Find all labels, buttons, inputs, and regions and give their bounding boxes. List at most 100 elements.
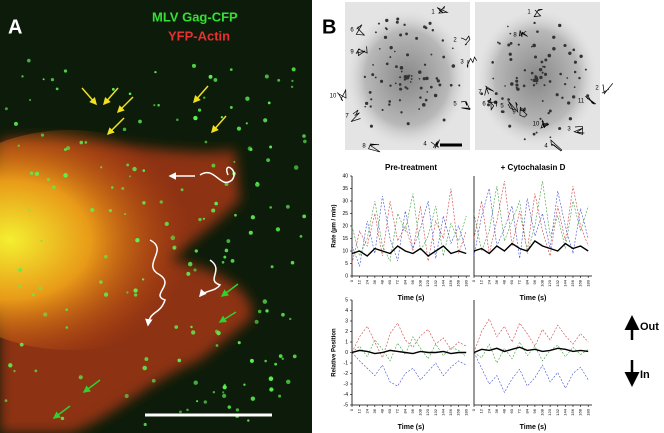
x-tick-label: 108 xyxy=(540,279,545,286)
punctum xyxy=(532,78,536,83)
punctum xyxy=(399,66,404,70)
track-label: 7 xyxy=(345,114,349,120)
punctum xyxy=(385,18,389,23)
punctum xyxy=(549,136,552,139)
punctum xyxy=(404,86,407,89)
arrow xyxy=(82,379,101,393)
series-line xyxy=(473,180,589,254)
punctum xyxy=(66,146,71,151)
series-line xyxy=(473,180,589,257)
track-label: 2 xyxy=(453,38,457,44)
punctum xyxy=(541,71,544,74)
punctum xyxy=(418,70,422,74)
punctum xyxy=(42,78,45,81)
punctum xyxy=(208,74,213,79)
x-tick-label: 180 xyxy=(585,408,590,415)
track xyxy=(355,24,366,36)
track xyxy=(350,109,361,122)
chart-title: Pre-treatment xyxy=(385,163,437,172)
punctum xyxy=(535,131,538,134)
punctum xyxy=(395,20,399,24)
punctum xyxy=(507,98,510,101)
x-tick-label: 12 xyxy=(479,279,484,284)
punctum xyxy=(436,79,440,83)
x-tick-label: 72 xyxy=(395,279,400,284)
punctum xyxy=(291,79,294,82)
arrow xyxy=(211,115,227,134)
punctum xyxy=(153,104,156,107)
punctum xyxy=(19,342,24,347)
punctum xyxy=(535,79,539,83)
punctum xyxy=(179,410,182,414)
track xyxy=(518,30,528,37)
punctum xyxy=(559,72,562,76)
punctum xyxy=(198,217,202,222)
x-tick-label: 156 xyxy=(448,279,453,286)
punctum xyxy=(509,57,513,61)
punctum xyxy=(108,208,113,213)
punctum xyxy=(84,141,88,144)
punctum xyxy=(532,132,536,136)
x-tick-label: 120 xyxy=(425,279,430,286)
punctum xyxy=(538,67,543,72)
punctum xyxy=(396,17,400,21)
y-tick-label: 0 xyxy=(345,350,348,356)
punctum xyxy=(541,100,544,102)
x-tick-label: 24 xyxy=(364,408,369,413)
punctum xyxy=(226,239,231,243)
track-label: 2 xyxy=(595,86,599,92)
arrow xyxy=(106,117,125,136)
punctum xyxy=(431,29,435,32)
punctum xyxy=(222,385,227,390)
track xyxy=(585,96,597,105)
punctum xyxy=(508,52,512,56)
punctum xyxy=(365,101,369,105)
punctum xyxy=(552,46,556,51)
punctum xyxy=(111,186,114,189)
punctum xyxy=(438,83,442,87)
punctum xyxy=(90,207,95,212)
y-axis-label: Relative Position xyxy=(332,328,338,377)
punctum xyxy=(193,115,198,121)
punctum xyxy=(406,87,409,90)
punctum xyxy=(428,21,432,25)
x-tick-label: 60 xyxy=(509,279,514,284)
punctum xyxy=(65,326,69,329)
punctum xyxy=(135,237,140,243)
track xyxy=(488,98,497,111)
punctum xyxy=(111,87,115,91)
y-tick-label: -2 xyxy=(344,371,349,377)
x-tick-label: 60 xyxy=(387,279,392,284)
punctum xyxy=(265,309,269,313)
punctum xyxy=(17,144,21,148)
x-tick-label: 144 xyxy=(562,279,567,286)
track-label: 8 xyxy=(513,33,517,39)
punctum xyxy=(363,75,367,79)
punctum xyxy=(243,383,246,386)
x-tick-label: 168 xyxy=(578,408,583,415)
punctum xyxy=(544,58,548,62)
track xyxy=(199,166,235,183)
punctum xyxy=(369,105,372,108)
punctum xyxy=(509,32,512,35)
punctum xyxy=(138,119,142,124)
x-tick-label: 156 xyxy=(448,408,453,415)
punctum xyxy=(154,70,157,74)
x-tick-label: 96 xyxy=(532,408,537,413)
punctum xyxy=(34,171,40,176)
punctum xyxy=(269,387,274,392)
punctum xyxy=(79,140,84,145)
punctum xyxy=(227,405,232,409)
punctum xyxy=(245,96,250,101)
punctum xyxy=(540,60,544,64)
punctum xyxy=(377,22,380,25)
punctum xyxy=(193,268,197,272)
punctum xyxy=(230,258,235,263)
x-tick-label: 48 xyxy=(380,408,385,413)
punctum xyxy=(492,77,495,80)
punctum xyxy=(515,83,519,87)
punctum xyxy=(288,317,292,321)
track xyxy=(573,125,585,135)
punctum xyxy=(515,86,518,89)
punctum xyxy=(290,260,295,265)
